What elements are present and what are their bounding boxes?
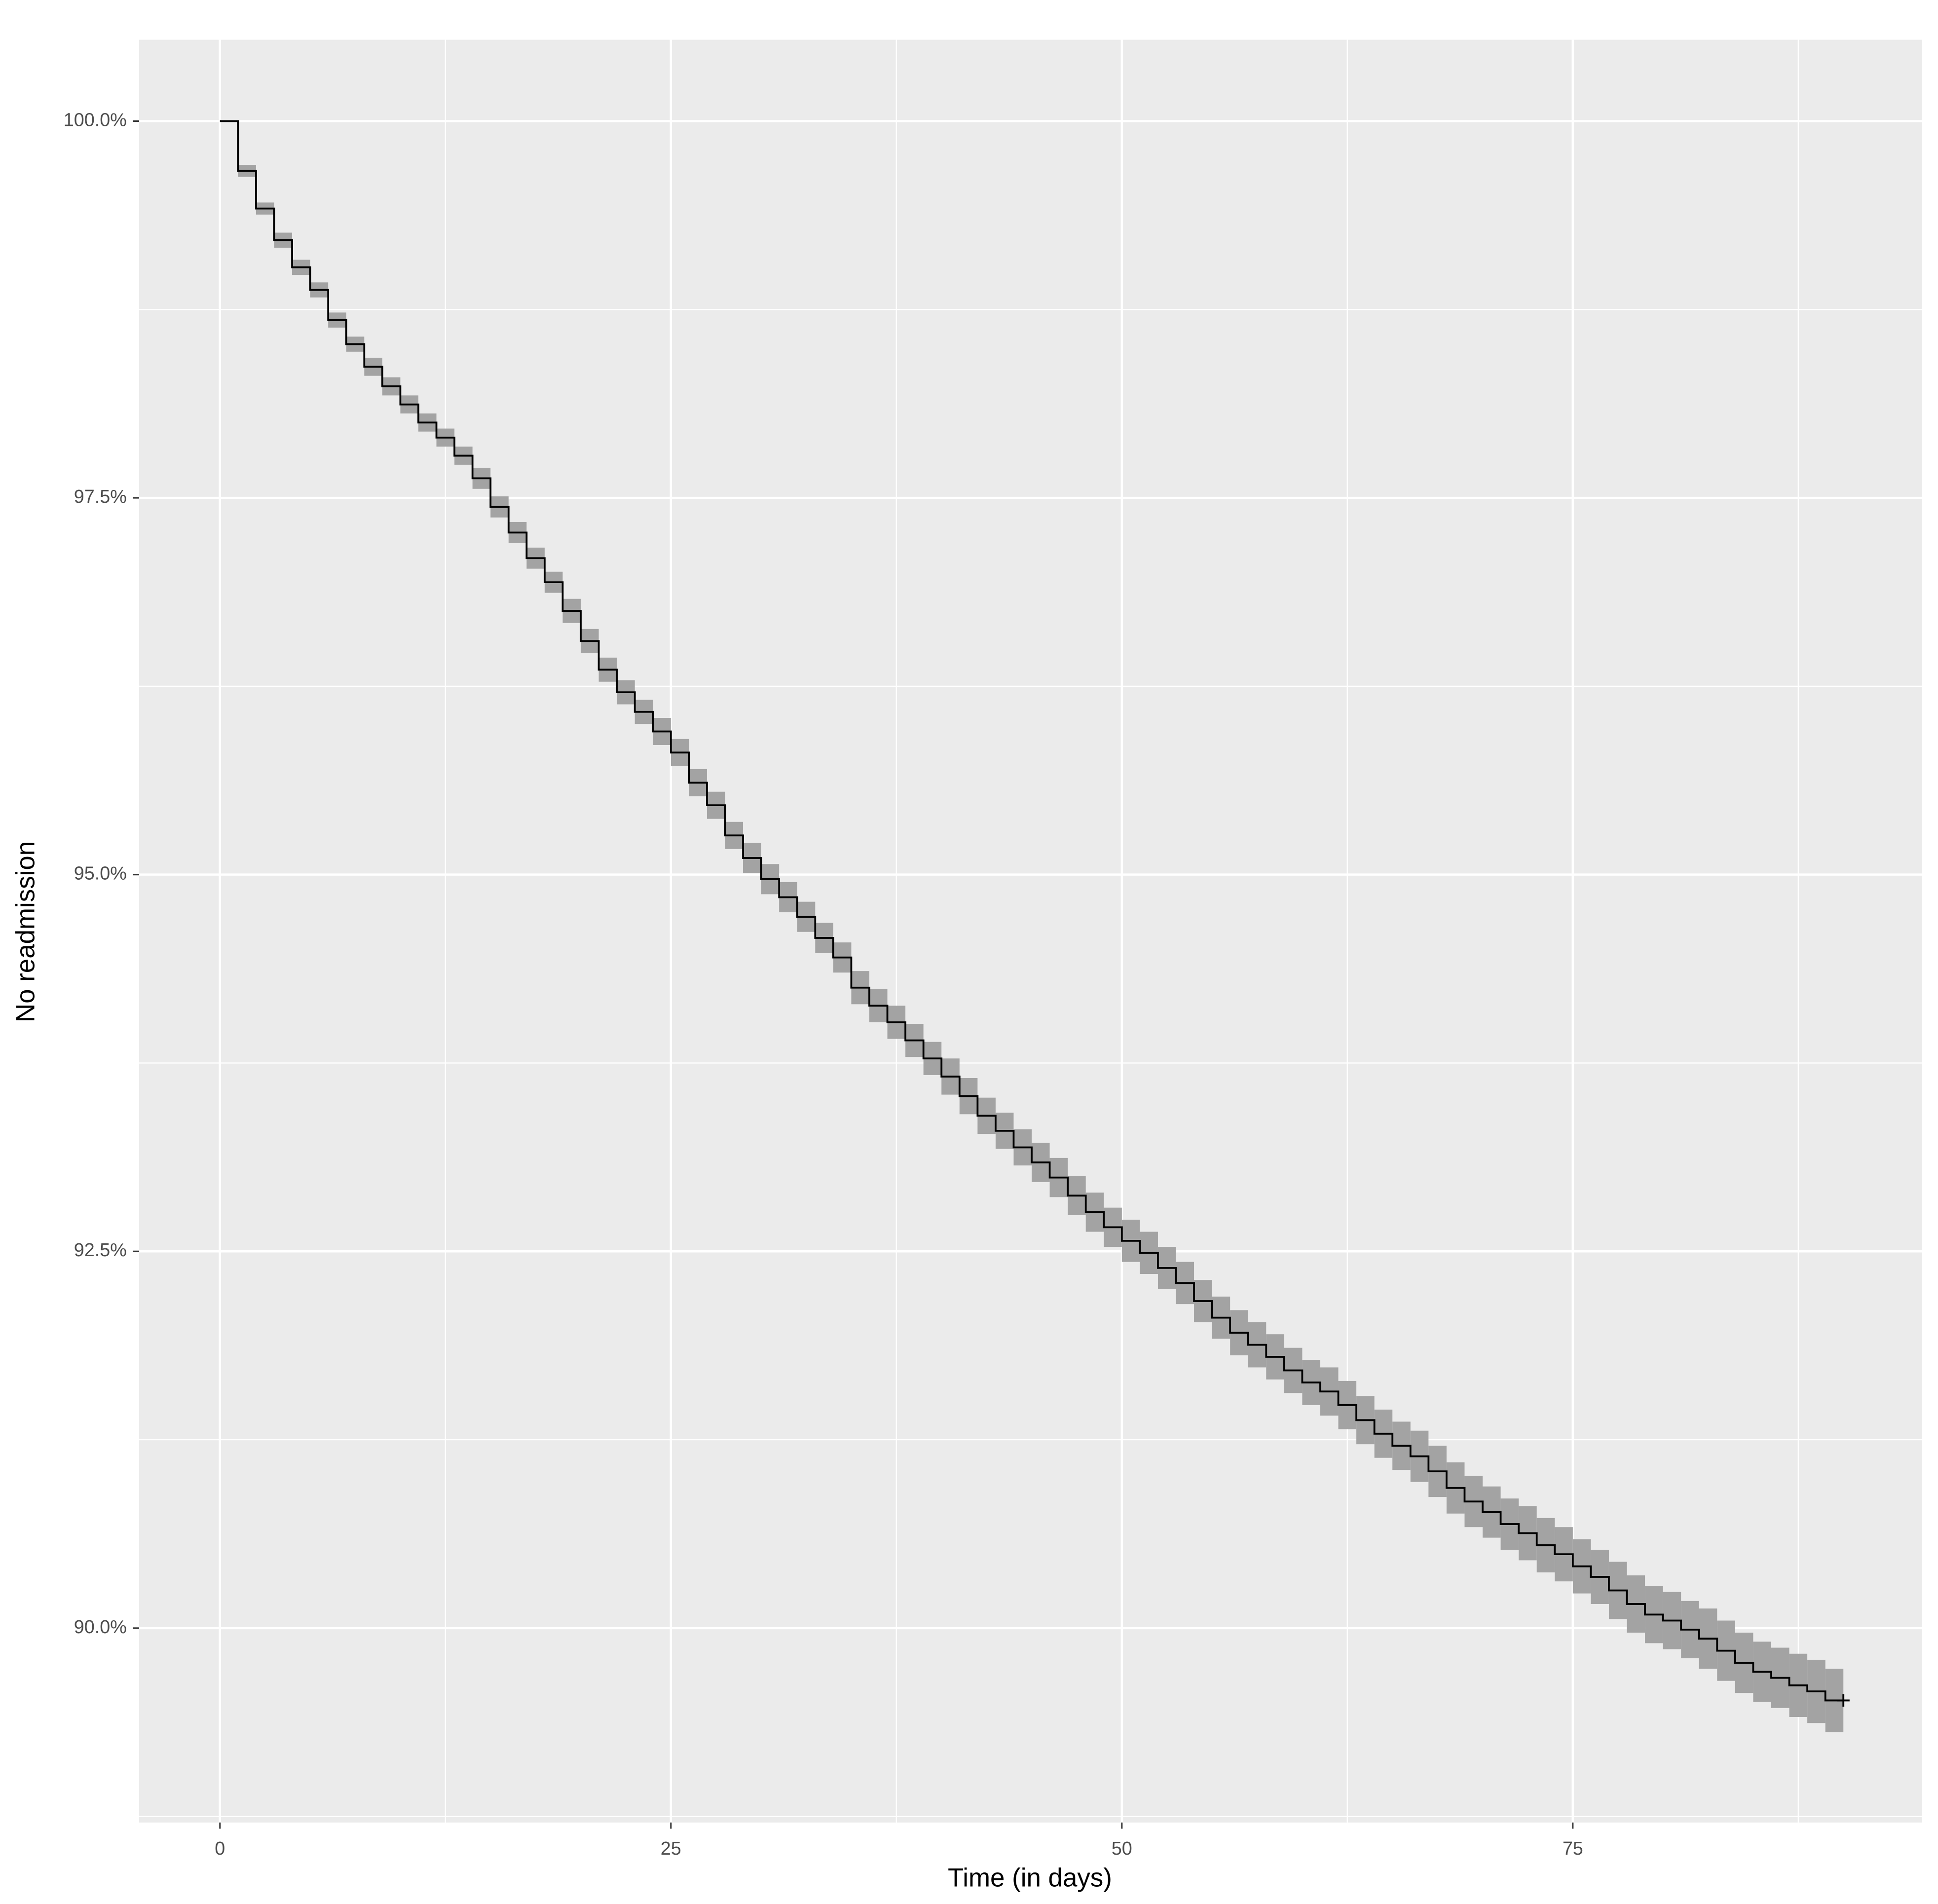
x-axis-title: Time (in days) (948, 1864, 1112, 1893)
y-tick-label: 92.5% (74, 1240, 127, 1261)
x-tick-label: 25 (661, 1838, 681, 1859)
grid (139, 39, 1922, 1823)
y-tick-label: 95.0% (74, 863, 127, 884)
x-tick-label: 50 (1112, 1838, 1132, 1859)
y-tick-label: 97.5% (74, 486, 127, 507)
survival-line (220, 120, 1844, 1702)
censor-marker (1837, 1694, 1850, 1707)
y-axis-title: No readmission (11, 841, 40, 1022)
panel (139, 39, 1922, 1823)
plot-area (220, 120, 1850, 1732)
x-tick-label: 0 (215, 1838, 225, 1859)
x-tick-label: 75 (1563, 1838, 1583, 1859)
y-tick-label: 90.0% (74, 1617, 127, 1638)
y-tick-label: 100.0% (64, 110, 127, 130)
